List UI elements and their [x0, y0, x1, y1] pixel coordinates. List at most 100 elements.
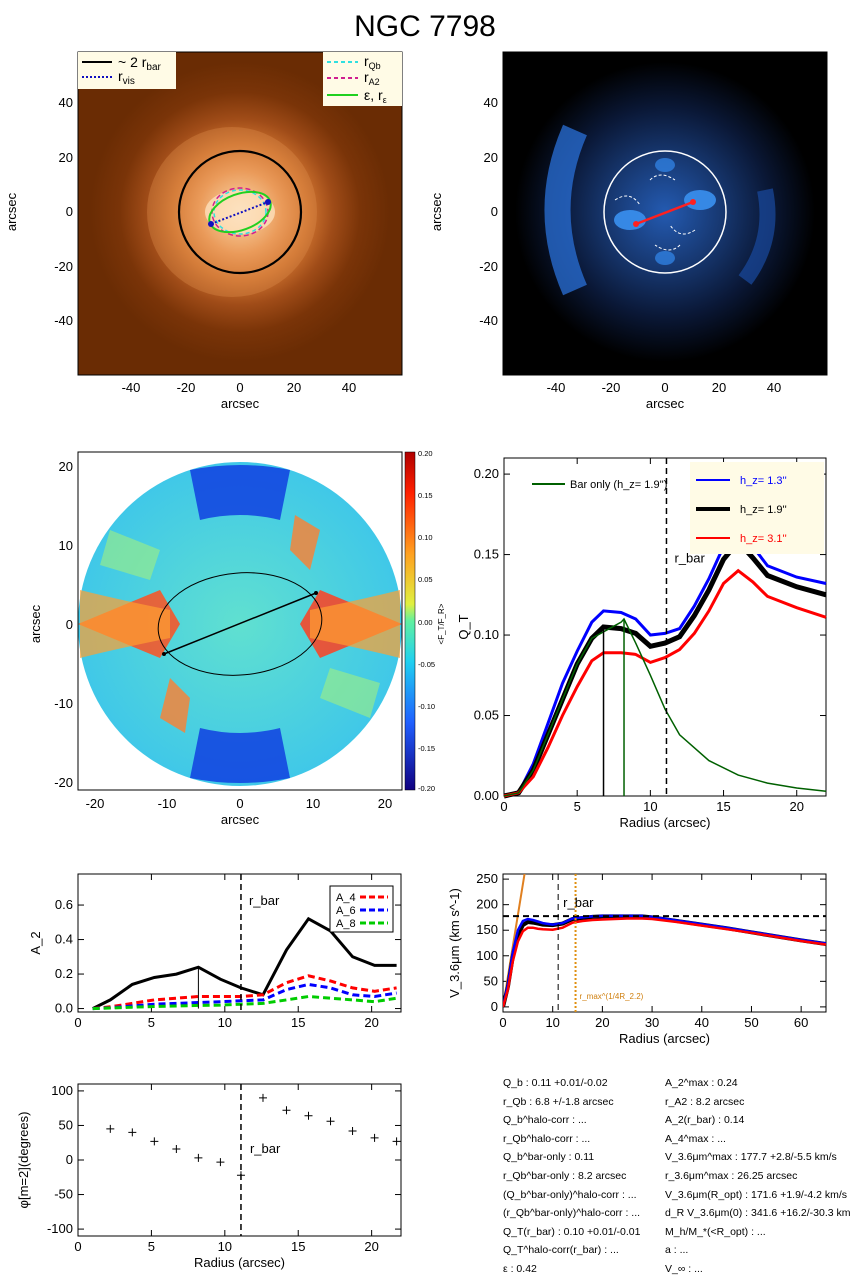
x-tick-label: 0: [499, 1015, 506, 1030]
p1-xtick: 40: [342, 380, 356, 395]
stats-left: Q_b : 0.11 +0.01/-0.02 r_Qb : 6.8 +/-1.8…: [503, 1074, 640, 1279]
cbar-tick: -0.20: [418, 784, 435, 793]
p1-ytick: -20: [54, 259, 73, 274]
stat-line: V_∞ : ...: [665, 1262, 703, 1275]
legend-eps: ε, rε: [364, 87, 387, 105]
a2-chart: 0 5 10 15 20 0.0 0.2 0.4 0.6 A_2 r_bar A_4A_6A_8: [28, 873, 402, 1030]
y-tick-label: 0.0: [55, 1001, 73, 1016]
p1-xlabel: arcsec: [221, 396, 260, 411]
x-tick-label: 40: [695, 1015, 709, 1030]
y-tick-label: 150: [476, 922, 498, 937]
x-tick-label: 10: [218, 1015, 232, 1030]
phase-point: [106, 1124, 115, 1133]
y-tick-label: 0: [491, 999, 498, 1014]
stat-line: Q_b^bar-only : 0.11: [503, 1151, 595, 1164]
stat-line: r_3.6μm^max : 26.25 arcsec: [665, 1169, 798, 1182]
stat-line: r_Qb : 6.8 +/-1.8 arcsec: [503, 1095, 614, 1108]
cbar-tick: -0.10: [418, 702, 435, 711]
y-tick-label: 50: [59, 1117, 73, 1132]
qt-legend-label: h_z= 1.9'': [740, 504, 787, 516]
p2-xtick: 0: [661, 380, 668, 395]
phase-point: [172, 1144, 181, 1153]
x-axis-label: Radius (arcsec): [619, 1031, 710, 1046]
qt-legend-label: h_z= 1.3'': [740, 475, 787, 487]
stat-line: (Q_b^bar-only)^halo-corr : ...: [503, 1188, 637, 1201]
r-vis-end-left: [208, 221, 214, 227]
stat-line: a : ...: [665, 1244, 689, 1257]
cbar-tick: -0.05: [418, 660, 435, 669]
panel-residual-image: -40 -20 0 20 40 arcsec 40 20 0 -20 -40 a…: [429, 51, 828, 411]
stat-line: r_Qb^bar-only : 8.2 arcsec: [503, 1169, 627, 1182]
p3-xtick: 20: [378, 796, 392, 811]
bar-only-label: Bar only (h_z= 1.9''): [570, 479, 667, 491]
phase-point: [348, 1126, 357, 1135]
x-tick-label: 5: [574, 799, 581, 814]
cbar-tick: 0.20: [418, 449, 433, 458]
v-series-line: [503, 914, 826, 1008]
p3-xtick: -20: [86, 796, 105, 811]
cbar-tick: 0.15: [418, 491, 433, 500]
plot-frame: [503, 457, 827, 797]
r-bar-label: r_bar: [563, 895, 594, 910]
p2-xtick: 20: [712, 380, 726, 395]
colorbar: [404, 451, 416, 791]
y-tick-label: 0: [66, 1152, 73, 1167]
y-tick-label: 0.15: [474, 547, 499, 562]
r-vis-end-right: [265, 199, 271, 205]
stat-line: A_2^max : 0.24: [665, 1077, 738, 1089]
plot-frame: [502, 873, 827, 1013]
y-axis-label: A_2: [28, 931, 43, 954]
p1-xtick: -20: [177, 380, 196, 395]
p2-ylabel: arcsec: [429, 192, 444, 231]
p2-xtick: -40: [547, 380, 566, 395]
y-tick-label: 0.20: [474, 466, 499, 481]
x-tick-label: 60: [794, 1015, 808, 1030]
qt-series-line: [503, 568, 827, 798]
p2-xtick: -20: [602, 380, 621, 395]
qt-series-line: [503, 528, 827, 798]
cbar-tick: -0.15: [418, 744, 435, 753]
p2-bar-line: [635, 200, 694, 226]
p2-ytick: 0: [491, 204, 498, 219]
p1-ytick: -40: [54, 313, 73, 328]
x-tick-label: 50: [744, 1015, 758, 1030]
x-tick-label: 0: [74, 1015, 81, 1030]
a2-legend-label: A_8: [336, 918, 356, 930]
p3-xtick: 0: [236, 796, 243, 811]
panel-force-map: 0.20 0.15 0.10 0.05 0.00 -0.05 -0.10 -0.…: [28, 449, 446, 827]
x-axis-label: Radius (arcsec): [194, 1255, 285, 1270]
phase-point: [258, 1093, 267, 1102]
cbar-label: <F_T/F_R>: [437, 603, 446, 644]
x-tick-label: 20: [364, 1239, 378, 1254]
stat-line: Q_T^halo-corr(r_bar) : ...: [503, 1244, 619, 1257]
stat-line: A_2(r_bar) : 0.14: [665, 1114, 745, 1127]
a2-series-line: [92, 974, 397, 1011]
legend-left-box: [78, 52, 176, 89]
x-tick-label: 10: [545, 1015, 559, 1030]
phase-chart: 0 5 10 15 20 100 50 0 -50 -100 Radius (arcsec) φ[m=…: [16, 1083, 402, 1270]
phase-point: [370, 1133, 379, 1142]
phase-point: [326, 1117, 335, 1126]
stat-line: Q_T(r_bar) : 0.10 +0.01/-0.01: [503, 1225, 641, 1238]
x-tick-label: 30: [645, 1015, 659, 1030]
p3-xlabel: arcsec: [221, 812, 260, 827]
y-tick-label: -100: [47, 1221, 73, 1236]
p2-ytick: 40: [484, 95, 498, 110]
x-tick-label: 15: [716, 799, 730, 814]
p1-xtick: 20: [287, 380, 301, 395]
stat-line: ε : 0.42: [503, 1262, 537, 1275]
p2-ytick: 20: [484, 150, 498, 165]
y-tick-label: 0.00: [474, 788, 499, 803]
p3-ytick: -20: [54, 775, 73, 790]
p3-bar-ellipse: [157, 572, 323, 676]
a2-series-line: [92, 982, 397, 1011]
rotation-curves: [503, 874, 826, 1012]
p2-2rbar-circle: [603, 150, 727, 274]
x-tick-label: 10: [218, 1239, 232, 1254]
stat-line: A_4^max : ...: [665, 1132, 726, 1145]
x-tick-label: 10: [643, 799, 657, 814]
plot-frame: [77, 873, 402, 1013]
x-tick-label: 0: [500, 799, 507, 814]
stat-line: d_R V_3.6μm(0) : 341.6 +16.2/-30.3 km/s/…: [665, 1207, 850, 1220]
stat-line: V_3.6μm^max : 177.7 +2.8/-5.5 km/s: [665, 1151, 837, 1164]
